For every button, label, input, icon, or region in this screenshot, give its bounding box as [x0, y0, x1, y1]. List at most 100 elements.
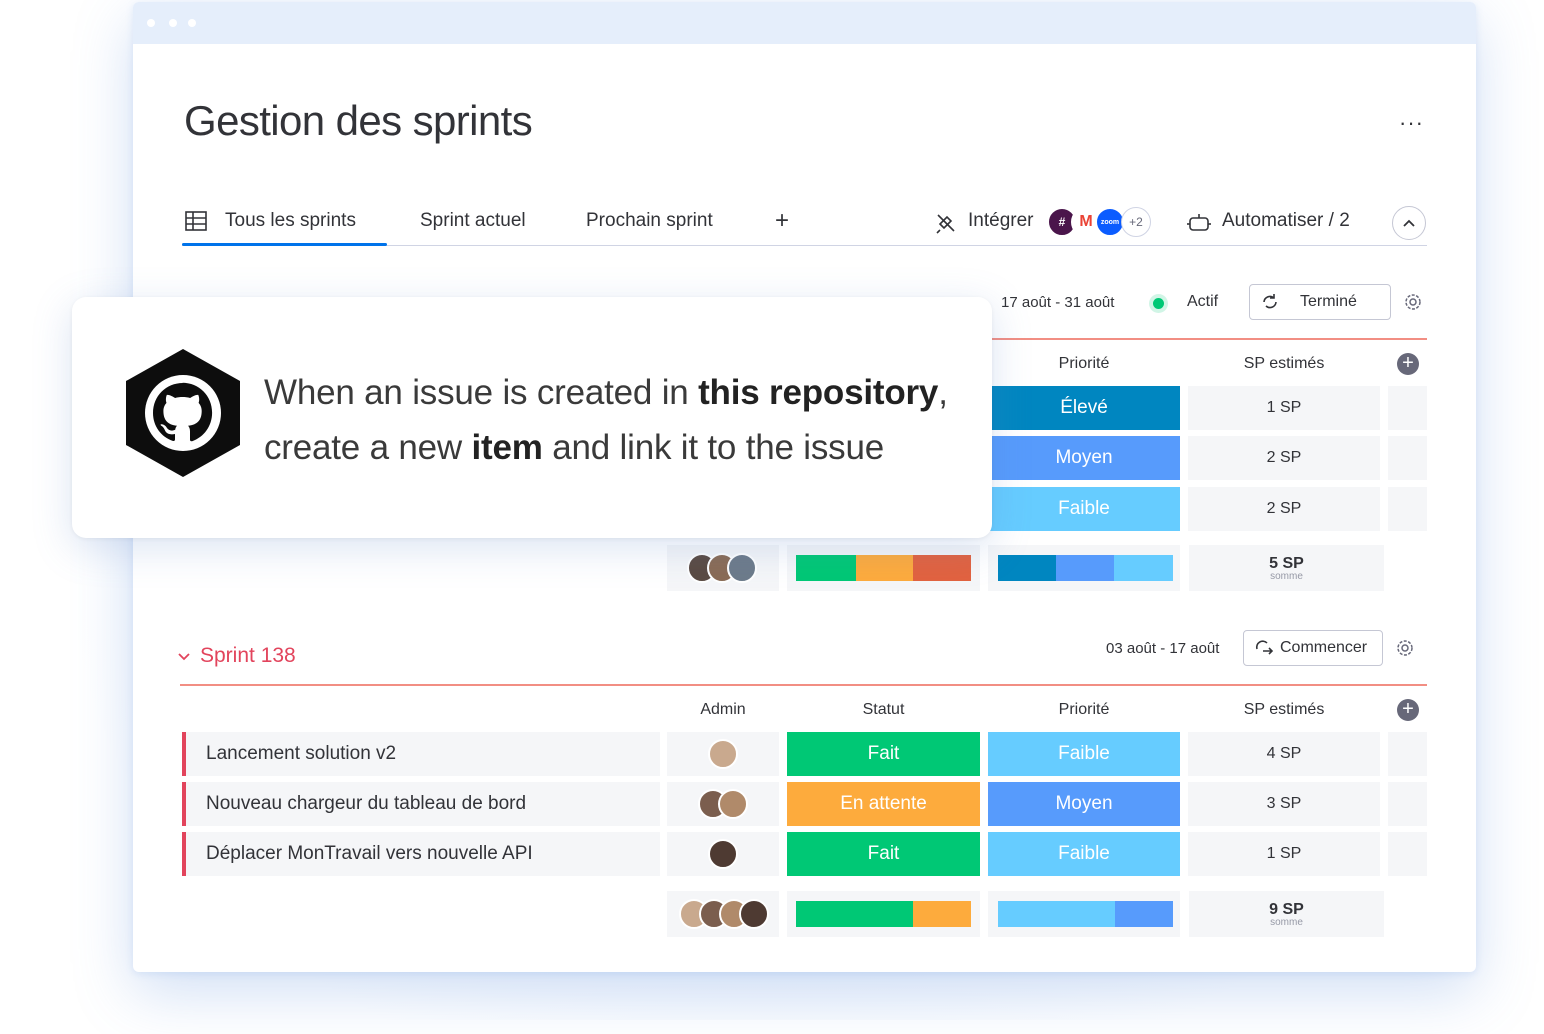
gear-icon[interactable]: [1394, 637, 1416, 659]
priority-cell[interactable]: Faible: [988, 487, 1180, 531]
tab-all-sprints[interactable]: Tous les sprints: [225, 210, 356, 231]
priority-distribution-bar: [998, 555, 1173, 581]
status-summary: [787, 891, 980, 937]
status-cell[interactable]: Fait: [787, 732, 980, 776]
distribution-segment: [796, 555, 856, 581]
recipe-repository-link[interactable]: this repository: [698, 373, 939, 412]
column-header-sp: SP estimés: [1243, 355, 1325, 372]
chevron-up-icon: [1403, 219, 1415, 227]
priority-cell[interactable]: Faible: [988, 832, 1180, 876]
gear-icon[interactable]: [1402, 291, 1424, 313]
distribution-segment: [913, 555, 971, 581]
column-header-status: Statut: [862, 701, 905, 718]
automate-button[interactable]: Automatiser / 2: [1222, 210, 1350, 231]
admin-cell[interactable]: [667, 782, 779, 826]
collapse-button[interactable]: [1392, 206, 1426, 240]
priority-cell[interactable]: Moyen: [988, 782, 1180, 826]
priority-cell[interactable]: Élevé: [988, 386, 1180, 430]
tabs-divider: [182, 245, 1427, 246]
avatar: [718, 789, 748, 819]
item-name[interactable]: Lancement solution v2: [182, 732, 660, 776]
priority-cell[interactable]: Faible: [988, 732, 1180, 776]
empty-cell: [1388, 386, 1427, 430]
complete-sprint-button[interactable]: Terminé: [1249, 284, 1391, 320]
priority-cell[interactable]: Moyen: [988, 436, 1180, 480]
recipe-text: When an issue is created in this reposit…: [264, 365, 964, 475]
recipe-text-part: When an issue is created in: [264, 373, 699, 412]
avatar: [708, 739, 738, 769]
item-name[interactable]: Nouveau chargeur du tableau de bord: [182, 782, 660, 826]
table-icon: [185, 211, 207, 231]
start-sprint-button[interactable]: Commencer: [1243, 630, 1383, 666]
group-title[interactable]: Sprint 138: [200, 644, 296, 667]
sp-cell[interactable]: 2 SP: [1188, 487, 1380, 531]
group-divider: [180, 684, 1427, 686]
active-tab-indicator: [182, 243, 387, 246]
window-dot: [169, 19, 177, 27]
sp-total: 5 SP: [1269, 555, 1304, 572]
active-status-dot: [1153, 298, 1164, 309]
start-sprint-label: Commencer: [1280, 639, 1368, 656]
add-column-button[interactable]: +: [1397, 699, 1419, 721]
distribution-segment: [796, 901, 914, 927]
admin-cell[interactable]: [667, 832, 779, 876]
chevron-down-icon[interactable]: [177, 650, 191, 664]
integrate-button[interactable]: Intégrer: [968, 210, 1034, 231]
empty-cell: [1388, 732, 1427, 776]
tab-current-sprint[interactable]: Sprint actuel: [420, 210, 526, 231]
avatar-group: [687, 553, 757, 583]
avatar-group: [698, 789, 748, 819]
status-cell[interactable]: En attente: [787, 782, 980, 826]
integrate-icon: [936, 214, 955, 234]
status-distribution-bar: [796, 901, 971, 927]
recipe-text-part: and link it to the issue: [542, 428, 885, 467]
avatar: [727, 553, 757, 583]
github-icon: [126, 349, 240, 477]
window-dot: [147, 19, 155, 27]
sp-cell[interactable]: 3 SP: [1188, 782, 1380, 826]
sp-cell[interactable]: 1 SP: [1188, 832, 1380, 876]
group-date-range: 17 août - 31 août: [1001, 294, 1115, 311]
integrations-more-badge[interactable]: +2: [1121, 207, 1151, 237]
sync-icon: [1263, 294, 1277, 309]
empty-cell: [1388, 487, 1427, 531]
admin-cell[interactable]: [667, 732, 779, 776]
sp-summary: 5 SP somme: [1189, 545, 1384, 591]
integration-recipe-card[interactable]: When an issue is created in this reposit…: [72, 297, 992, 538]
tab-next-sprint[interactable]: Prochain sprint: [586, 210, 713, 231]
admin-summary: [667, 545, 779, 591]
sp-total-label: somme: [1270, 917, 1303, 928]
column-header-priority: Priorité: [1058, 355, 1110, 372]
group-status-label: Actif: [1187, 293, 1219, 310]
item-name[interactable]: Déplacer MonTravail vers nouvelle API: [182, 832, 660, 876]
empty-cell: [1388, 436, 1427, 480]
distribution-segment: [1115, 901, 1173, 927]
recipe-text-part: ,: [938, 373, 948, 412]
add-tab-button[interactable]: +: [775, 207, 790, 234]
avatar: [708, 839, 738, 869]
status-cell[interactable]: Fait: [787, 832, 980, 876]
avatar-group: [679, 899, 769, 929]
distribution-segment: [855, 555, 914, 581]
window-titlebar: [133, 2, 1476, 44]
add-column-button[interactable]: +: [1397, 353, 1419, 375]
column-header-sp: SP estimés: [1243, 701, 1325, 718]
sp-cell[interactable]: 4 SP: [1188, 732, 1380, 776]
empty-cell: [1388, 782, 1427, 826]
priority-distribution-bar: [998, 901, 1173, 927]
sp-total-label: somme: [1270, 571, 1303, 582]
start-icon: [1255, 640, 1274, 655]
column-header-admin: Admin: [700, 701, 746, 718]
page-title: Gestion des sprints: [184, 97, 533, 144]
sp-cell[interactable]: 2 SP: [1188, 436, 1380, 480]
avatar: [739, 899, 769, 929]
status-distribution-bar: [796, 555, 971, 581]
sp-cell[interactable]: 1 SP: [1188, 386, 1380, 430]
recipe-item-link[interactable]: item: [471, 428, 543, 467]
distribution-segment: [1113, 555, 1173, 581]
sp-summary: 9 SP somme: [1189, 891, 1384, 937]
distribution-segment: [998, 901, 1116, 927]
empty-cell: [1388, 832, 1427, 876]
complete-sprint-label: Terminé: [1300, 293, 1357, 310]
ellipsis-icon[interactable]: ···: [1399, 110, 1424, 135]
